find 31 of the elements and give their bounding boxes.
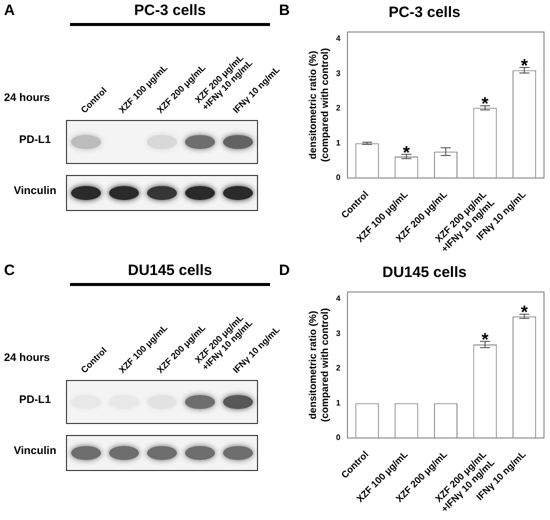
annotation: * [482,94,489,114]
y-tick-label: 4 [336,34,341,44]
annotation: * [520,55,528,76]
y-tick-label: 3 [336,68,341,78]
y-tick-label: 4 [336,294,341,304]
text: A [4,2,15,19]
y-axis-title: densitometric ratio (%) (compared with control) [308,48,331,162]
text: D [279,262,290,279]
annotation: * [482,329,489,350]
text: C [4,262,15,279]
y-axis-title: densitometric ratio (%) (compared with control) [308,308,331,422]
y-tick-label: 1 [336,398,341,408]
y-tick-label: 0 [336,173,341,182]
y-tick-label: 2 [336,104,341,113]
text: Vinculin [12,185,58,197]
y-tick-label: 0 [336,433,341,442]
text: PD-L1 [18,134,52,146]
y-tick-label: 3 [336,328,341,338]
text: DU145 cells [126,262,214,279]
annotation: * [520,302,528,322]
text: 24 hours [4,352,50,364]
text: Vinculin [12,445,58,457]
chart-title: PC-3 cells [388,4,460,22]
text: B [279,2,290,19]
annotation: * [402,142,410,162]
chart-title: DU145 cells [382,264,467,282]
text: PD-L1 [18,394,52,406]
y-tick-label: 2 [336,364,341,373]
text: 24 hours [4,92,50,104]
y-tick-label: 1 [336,138,341,148]
text: PC-3 cells [133,2,207,19]
